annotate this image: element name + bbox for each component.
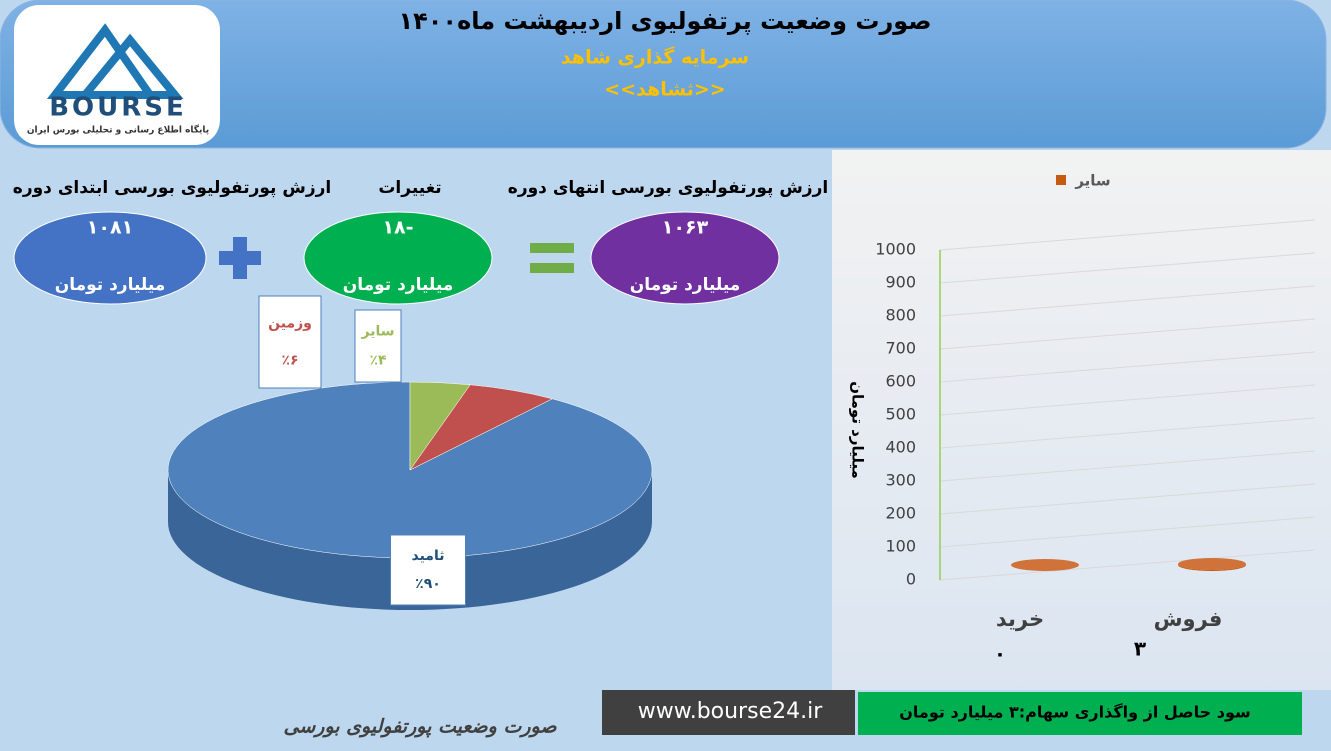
y-tick-label: 400 [885, 438, 916, 457]
footer-note: سود حاصل از واگذاری سهام:۳ میلیارد تومان [899, 703, 1250, 722]
note-box [858, 692, 1302, 735]
legend-swatch [1056, 175, 1066, 185]
summary-bubble [303, 211, 493, 305]
grid-line [939, 483, 1316, 515]
pie-value-label: ٪۴ [369, 352, 387, 368]
pie-side [168, 470, 652, 610]
equals-sign [530, 243, 574, 253]
pie-value-label: ٪۹۰ [415, 576, 441, 592]
summary-unit: میلیارد تومان [343, 275, 454, 295]
summary-label: ارزش پورتفولیوی بورسی ابتدای دوره [13, 178, 331, 198]
summary-bubble [13, 211, 207, 305]
x-tick-label: فروش [1154, 607, 1223, 631]
logo-text: BOURSE [49, 93, 187, 123]
footer-caption: صورت وضعیت پورتفولیوی بورسی [284, 716, 558, 738]
grid-line [939, 549, 1316, 581]
grid-line [939, 384, 1316, 416]
grid-line [939, 318, 1316, 350]
equals-sign [530, 263, 574, 273]
bar-value-label: ۳ [1134, 637, 1146, 661]
summary-bubble [590, 211, 780, 305]
pie-label-box [354, 309, 402, 383]
grid-line [939, 516, 1316, 548]
bar-value-label: ۰ [994, 642, 1006, 666]
y-tick-label: 700 [885, 339, 916, 358]
website-box[interactable] [602, 690, 855, 735]
symbol: <<ثشاهد>> [604, 79, 725, 101]
logo-icon [46, 23, 184, 99]
pie-label-box [258, 295, 322, 389]
x-tick-label: خرید [996, 607, 1044, 631]
y-tick-label: 800 [885, 306, 916, 325]
header-banner [0, 0, 1327, 149]
grid-line [939, 219, 1316, 251]
logo-caption: پایگاه اطلاع رسانی و تحلیلی بورس ایران [27, 124, 209, 136]
bar-top [1011, 559, 1079, 571]
subtitle: سرمایه گذاری شاهد [561, 46, 749, 69]
website[interactable]: www.bourse24.ir [638, 699, 823, 724]
summary-value: ۱۰۶۳ [662, 217, 709, 239]
plus-sign [219, 237, 261, 279]
pie-label: سایر [361, 324, 395, 340]
y-tick-label: 100 [885, 537, 916, 556]
y-tick-label: 200 [885, 504, 916, 523]
y-tick-label: 600 [885, 372, 916, 391]
grid-line [939, 351, 1316, 383]
legend-label: سایر [1074, 172, 1110, 190]
pie-label: ثامید [412, 548, 445, 564]
grid-line [939, 252, 1316, 284]
y-tick-label: 500 [885, 405, 916, 424]
summary-unit: میلیارد تومان [630, 275, 741, 295]
logo-box [14, 5, 220, 145]
y-tick-label: 0 [906, 570, 916, 589]
bar [1178, 564, 1246, 571]
grid-line [939, 285, 1316, 317]
pie-value-label: ٪۶ [281, 352, 298, 368]
summary-label: ارزش پورتفولیوی بورسی انتهای دوره [508, 178, 828, 198]
summary-value: ۱۰۸۱ [87, 217, 133, 239]
summary-value: -۱۸ [382, 217, 413, 239]
grid-line [939, 450, 1316, 482]
y-tick-label: 900 [885, 273, 916, 292]
bar-chart-panel [832, 150, 1331, 690]
pie-slice [409, 381, 471, 471]
grid-line [939, 417, 1316, 449]
title: صورت وضعیت پرتفولیوی اردیبهشت ماه۱۴۰۰ [398, 7, 931, 35]
summary-label: تغییرات [378, 178, 441, 198]
bar-top [1178, 558, 1246, 571]
y-axis-label: میلیارد تومان [849, 381, 867, 479]
summary-unit: میلیارد تومان [55, 275, 166, 295]
y-tick-label: 1000 [875, 240, 916, 259]
pie-label-box [390, 534, 466, 606]
pie-label: وزمین [268, 316, 312, 332]
y-tick-label: 300 [885, 471, 916, 490]
